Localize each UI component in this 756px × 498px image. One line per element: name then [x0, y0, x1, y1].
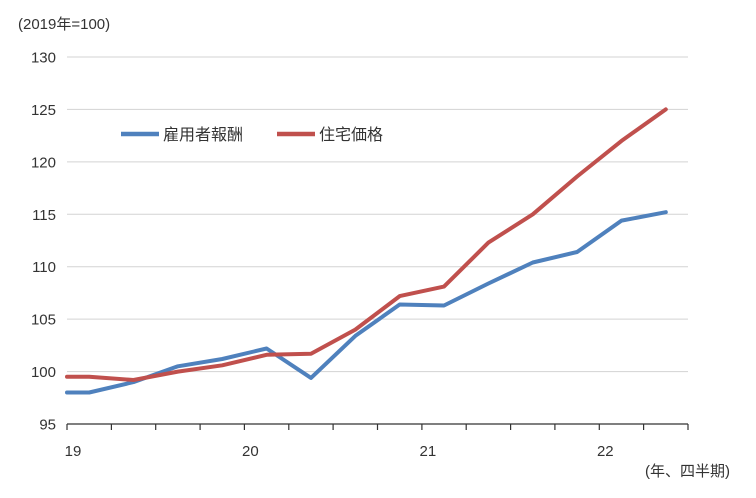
legend: 雇用者報酬 住宅価格 — [121, 126, 383, 144]
legend-label-employee-compensation: 雇用者報酬 — [163, 126, 243, 144]
y-tick-labels: 95 100 105 110 115 120 125 130 — [31, 50, 56, 434]
series-line-employee-compensation — [65, 210, 668, 395]
y-tick-label: 115 — [32, 207, 56, 224]
y-tick-label: 110 — [32, 259, 56, 276]
y-tick-label: 95 — [39, 417, 56, 434]
x-year-label: 21 — [420, 443, 437, 460]
x-axis-note: (年、四半期) — [645, 463, 730, 480]
series-line-housing-price — [65, 107, 668, 382]
x-year-label: 22 — [597, 443, 614, 460]
legend-item-housing-price: 住宅価格 — [277, 126, 383, 144]
unit-note: (2019年=100) — [18, 16, 110, 33]
x-axis — [66, 423, 689, 430]
x-year-label: 20 — [242, 443, 259, 460]
y-tick-label: 125 — [31, 102, 56, 119]
legend-item-employee-compensation: 雇用者報酬 — [121, 126, 243, 144]
gridlines — [67, 56, 688, 373]
legend-label-housing-price: 住宅価格 — [319, 126, 383, 144]
series-lines — [65, 107, 668, 395]
x-tick-labels: 19 20 21 22 — [65, 443, 614, 460]
y-tick-label: 100 — [31, 364, 56, 381]
y-tick-label: 130 — [31, 50, 56, 67]
x-year-label: 19 — [65, 443, 82, 460]
y-tick-label: 120 — [31, 154, 56, 171]
y-tick-label: 105 — [31, 312, 56, 329]
